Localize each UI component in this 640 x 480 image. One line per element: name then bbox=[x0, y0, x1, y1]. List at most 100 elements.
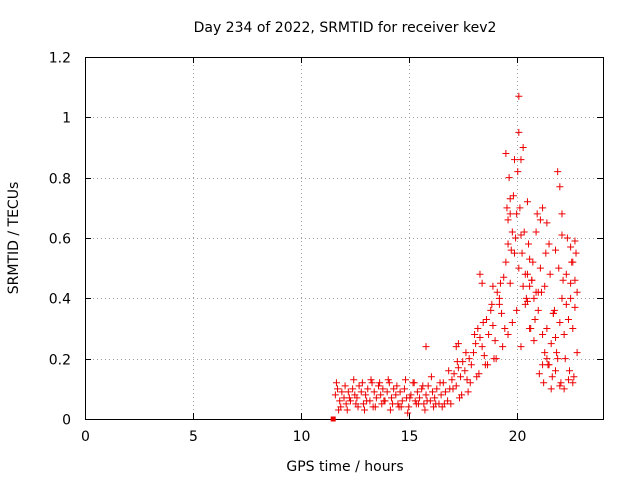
data-point bbox=[428, 388, 436, 396]
data-point bbox=[476, 270, 484, 278]
data-point bbox=[501, 325, 509, 332]
data-point bbox=[447, 400, 455, 408]
data-point bbox=[541, 349, 549, 357]
data-point bbox=[392, 391, 400, 399]
data-point bbox=[562, 270, 570, 278]
data-point bbox=[398, 397, 406, 405]
data-point bbox=[515, 128, 523, 136]
data-point bbox=[519, 144, 527, 151]
data-point bbox=[454, 364, 462, 372]
data-point bbox=[378, 400, 386, 408]
grid bbox=[85, 57, 603, 419]
data-point bbox=[369, 403, 377, 411]
data-point bbox=[487, 306, 495, 314]
data-point bbox=[453, 358, 461, 366]
data-point bbox=[517, 156, 525, 164]
data-point bbox=[461, 367, 469, 375]
x-tick-label: 0 bbox=[81, 429, 90, 445]
data-point bbox=[357, 388, 365, 396]
data-point bbox=[473, 373, 481, 381]
data-point bbox=[338, 388, 346, 396]
data-point bbox=[569, 379, 577, 387]
data-point bbox=[377, 391, 385, 399]
data-point bbox=[557, 379, 565, 387]
data-point bbox=[513, 210, 521, 218]
data-point bbox=[531, 315, 539, 323]
data-point bbox=[334, 385, 342, 393]
data-point bbox=[427, 373, 435, 381]
data-points bbox=[330, 92, 581, 422]
data-point bbox=[511, 249, 519, 257]
data-point bbox=[515, 264, 523, 272]
data-point bbox=[534, 306, 542, 314]
data-point bbox=[488, 300, 496, 308]
data-point bbox=[566, 367, 574, 375]
data-point bbox=[466, 379, 474, 387]
data-point bbox=[441, 388, 449, 396]
data-point bbox=[536, 216, 544, 224]
data-point bbox=[335, 406, 343, 414]
data-point bbox=[476, 334, 484, 342]
data-point bbox=[423, 397, 431, 405]
y-tick-label: 0 bbox=[62, 413, 71, 429]
data-point bbox=[571, 237, 579, 245]
data-point bbox=[485, 331, 493, 339]
y-tick-label: 0.8 bbox=[49, 172, 71, 188]
data-point bbox=[405, 403, 413, 411]
data-point bbox=[570, 373, 578, 381]
data-point bbox=[402, 376, 410, 384]
data-point bbox=[493, 288, 501, 296]
data-point bbox=[525, 240, 533, 248]
data-point bbox=[478, 279, 486, 287]
data-point bbox=[541, 282, 549, 290]
data-point bbox=[386, 406, 394, 414]
data-point bbox=[558, 210, 566, 218]
data-point bbox=[344, 388, 352, 396]
data-point bbox=[416, 394, 424, 402]
data-point bbox=[342, 400, 350, 408]
data-point bbox=[346, 397, 354, 405]
data-point bbox=[567, 294, 575, 302]
data-point bbox=[533, 210, 541, 218]
data-point bbox=[449, 385, 457, 393]
data-point bbox=[567, 243, 575, 251]
data-point bbox=[506, 210, 514, 218]
data-point bbox=[345, 394, 353, 402]
data-point bbox=[529, 258, 537, 266]
data-point bbox=[555, 264, 563, 272]
data-point bbox=[349, 385, 357, 393]
data-point bbox=[553, 349, 561, 357]
data-point bbox=[507, 246, 515, 254]
data-point bbox=[495, 294, 503, 302]
data-point bbox=[573, 349, 581, 357]
data-point bbox=[543, 325, 551, 332]
data-point bbox=[540, 379, 548, 387]
data-point bbox=[519, 282, 527, 290]
data-point bbox=[462, 349, 470, 357]
data-point bbox=[560, 385, 568, 393]
data-point bbox=[489, 321, 497, 329]
data-point bbox=[511, 156, 519, 164]
data-point bbox=[505, 174, 513, 182]
x-tick-label: 20 bbox=[509, 429, 527, 445]
data-point bbox=[564, 315, 572, 323]
data-point bbox=[539, 331, 547, 339]
data-point bbox=[379, 385, 387, 393]
data-point bbox=[569, 325, 577, 332]
data-point bbox=[554, 355, 562, 363]
data-point bbox=[502, 258, 510, 266]
data-point bbox=[368, 379, 376, 387]
data-point bbox=[463, 376, 471, 384]
axis-ticks: 0 5 10 15 20 0 0.2 0.4 0.6 0.8 1 1.2 bbox=[49, 51, 603, 445]
data-point bbox=[552, 246, 560, 254]
data-point bbox=[526, 255, 534, 263]
data-point bbox=[362, 391, 370, 399]
data-point bbox=[543, 355, 551, 363]
data-point bbox=[552, 367, 560, 375]
data-point bbox=[503, 204, 511, 212]
data-point bbox=[517, 343, 525, 351]
data-point bbox=[571, 303, 579, 311]
data-point bbox=[569, 258, 577, 266]
data-point bbox=[361, 406, 369, 414]
data-point bbox=[437, 391, 445, 399]
